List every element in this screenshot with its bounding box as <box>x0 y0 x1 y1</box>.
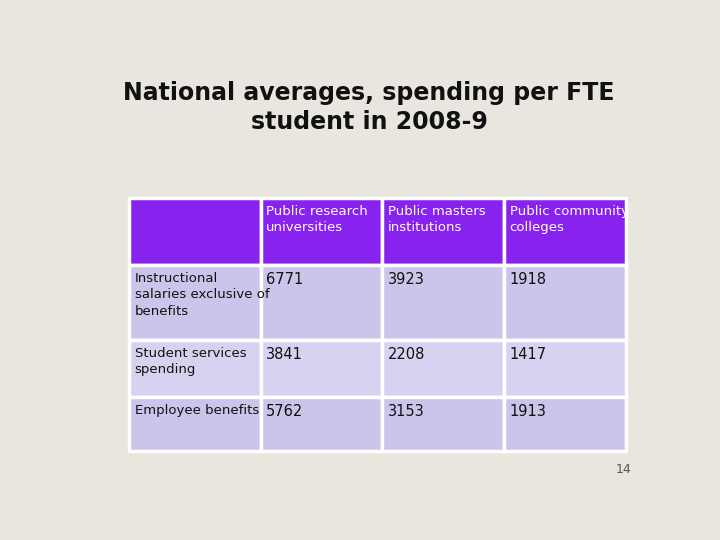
Text: 2208: 2208 <box>388 347 426 362</box>
Text: 1918: 1918 <box>510 272 546 287</box>
Bar <box>261 198 382 265</box>
Text: Student services
spending: Student services spending <box>135 347 246 376</box>
Bar <box>261 265 382 340</box>
Bar <box>382 198 504 265</box>
Bar <box>129 340 261 397</box>
Text: 3841: 3841 <box>266 347 303 362</box>
Bar <box>382 265 504 340</box>
Text: 1913: 1913 <box>510 403 546 418</box>
Text: Employee benefits: Employee benefits <box>135 403 259 417</box>
Bar <box>504 397 626 451</box>
Bar <box>129 198 261 265</box>
Text: Instructional
salaries exclusive of
benefits: Instructional salaries exclusive of bene… <box>135 272 269 318</box>
Bar <box>382 340 504 397</box>
Text: 6771: 6771 <box>266 272 304 287</box>
Text: 1417: 1417 <box>510 347 546 362</box>
Bar <box>129 397 261 451</box>
Text: 5762: 5762 <box>266 403 304 418</box>
Bar <box>504 198 626 265</box>
Text: 14: 14 <box>616 463 631 476</box>
Text: Public research
universities: Public research universities <box>266 205 368 234</box>
Text: Public masters
institutions: Public masters institutions <box>388 205 485 234</box>
Text: 3923: 3923 <box>388 272 425 287</box>
Bar <box>129 265 261 340</box>
Bar <box>504 340 626 397</box>
Bar <box>261 340 382 397</box>
Bar <box>504 265 626 340</box>
Text: Public community
colleges: Public community colleges <box>510 205 629 234</box>
Bar <box>261 397 382 451</box>
Text: 3153: 3153 <box>388 403 425 418</box>
Text: National averages, spending per FTE
student in 2008-9: National averages, spending per FTE stud… <box>123 82 615 134</box>
Bar <box>382 397 504 451</box>
